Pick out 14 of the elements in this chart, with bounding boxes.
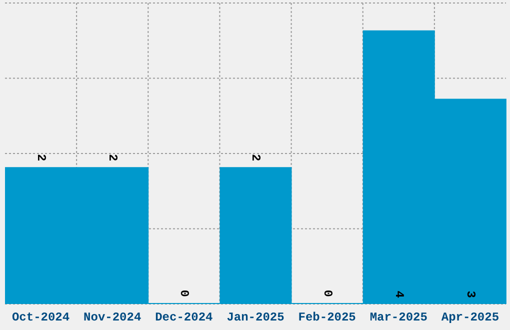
data-label: 2 bbox=[34, 154, 48, 162]
data-label: 0 bbox=[177, 290, 192, 297]
data-label: 2 bbox=[106, 154, 120, 162]
data-label: 2 bbox=[248, 154, 263, 162]
data-label: 4 bbox=[392, 290, 406, 298]
x-tick-label: Nov-2024 bbox=[84, 310, 142, 325]
x-tick-label: Mar-2025 bbox=[370, 310, 428, 325]
data-label: 3 bbox=[463, 290, 478, 298]
x-tick-label: Feb-2025 bbox=[298, 310, 356, 325]
x-tick-label: Dec-2024 bbox=[155, 310, 213, 325]
x-tick-label: Jan-2025 bbox=[226, 310, 284, 325]
x-tick-label: Apr-2025 bbox=[441, 310, 500, 325]
data-label: 0 bbox=[320, 290, 334, 297]
x-tick-label: Oct-2024 bbox=[12, 310, 70, 325]
